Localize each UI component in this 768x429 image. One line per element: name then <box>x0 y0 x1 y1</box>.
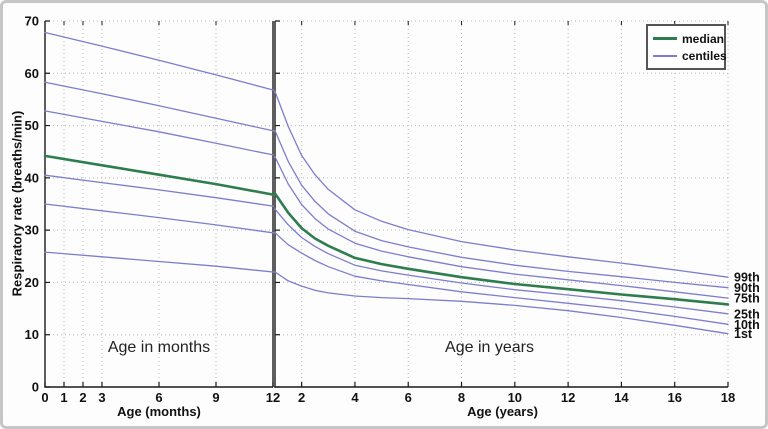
x-tick-label-12: 12 <box>266 390 280 405</box>
centile-label-99th: 99th <box>734 271 760 285</box>
centile-label-75th: 75th <box>734 292 760 306</box>
series-line-1st <box>44 251 274 273</box>
legend-item-centiles: centiles <box>653 47 727 64</box>
series-line-10th <box>44 203 274 234</box>
y-tick-label-60: 60 <box>25 66 39 81</box>
x-tick-label-8: 8 <box>458 390 465 405</box>
y-tick-label-50: 50 <box>25 118 39 133</box>
y-tick-label-70: 70 <box>25 14 39 29</box>
annotation-age-in-years: Age in years <box>445 339 534 356</box>
x-tick-label-3: 3 <box>98 390 105 405</box>
centile-label-1st: 1st <box>734 327 753 341</box>
series-line-75th <box>274 156 729 299</box>
series-line-99th <box>274 90 729 278</box>
legend: median centiles <box>646 24 727 70</box>
series-line-median <box>273 192 730 306</box>
annotation-age-in-months: Age in months <box>107 339 211 356</box>
series-line-75th <box>44 110 274 156</box>
x-tick-label-12: 12 <box>561 390 575 405</box>
x-tick-label-2: 2 <box>298 390 305 405</box>
x-axis-label-months: Age (months) <box>117 404 201 419</box>
x-tick-label-9: 9 <box>212 390 219 405</box>
centile-label-25th: 25th <box>734 307 760 321</box>
y-tick-label-0: 0 <box>32 380 39 395</box>
series-line-median <box>43 154 275 196</box>
median-line-swatch <box>653 37 677 40</box>
series-line-10th <box>274 232 729 325</box>
x-tick-label-1: 1 <box>60 390 67 405</box>
series-line-25th <box>274 208 729 315</box>
x-tick-label-2: 2 <box>79 390 86 405</box>
y-tick-label-40: 40 <box>25 170 39 185</box>
y-axis-label: Respiratory rate (breaths/min) <box>9 110 25 297</box>
x-tick-label-18: 18 <box>721 390 735 405</box>
x-tick-label-14: 14 <box>614 390 629 405</box>
legend-item-median: median <box>653 30 724 47</box>
y-tick-label-10: 10 <box>25 327 39 342</box>
centile-line-swatch <box>653 54 677 57</box>
x-tick-label-0: 0 <box>41 390 48 405</box>
x-axis-label-years: Age (years) <box>467 404 538 419</box>
x-tick-label-16: 16 <box>667 390 681 405</box>
series-line-90th <box>44 81 274 132</box>
x-tick-label-10: 10 <box>508 390 522 405</box>
series-line-25th <box>44 174 274 207</box>
centile-label-10th: 10th <box>734 318 760 332</box>
x-tick-label-6: 6 <box>405 390 412 405</box>
series-line-99th <box>44 31 274 91</box>
x-tick-label-6: 6 <box>155 390 162 405</box>
x-tick-label-4: 4 <box>351 390 359 405</box>
legend-label-centiles: centiles <box>682 48 727 63</box>
y-tick-label-30: 30 <box>25 223 39 238</box>
series-line-1st <box>274 271 729 335</box>
legend-label-median: median <box>682 31 725 46</box>
y-tick-label-20: 20 <box>25 275 39 290</box>
centile-label-90th: 90th <box>734 281 760 295</box>
series-line-90th <box>274 130 729 289</box>
